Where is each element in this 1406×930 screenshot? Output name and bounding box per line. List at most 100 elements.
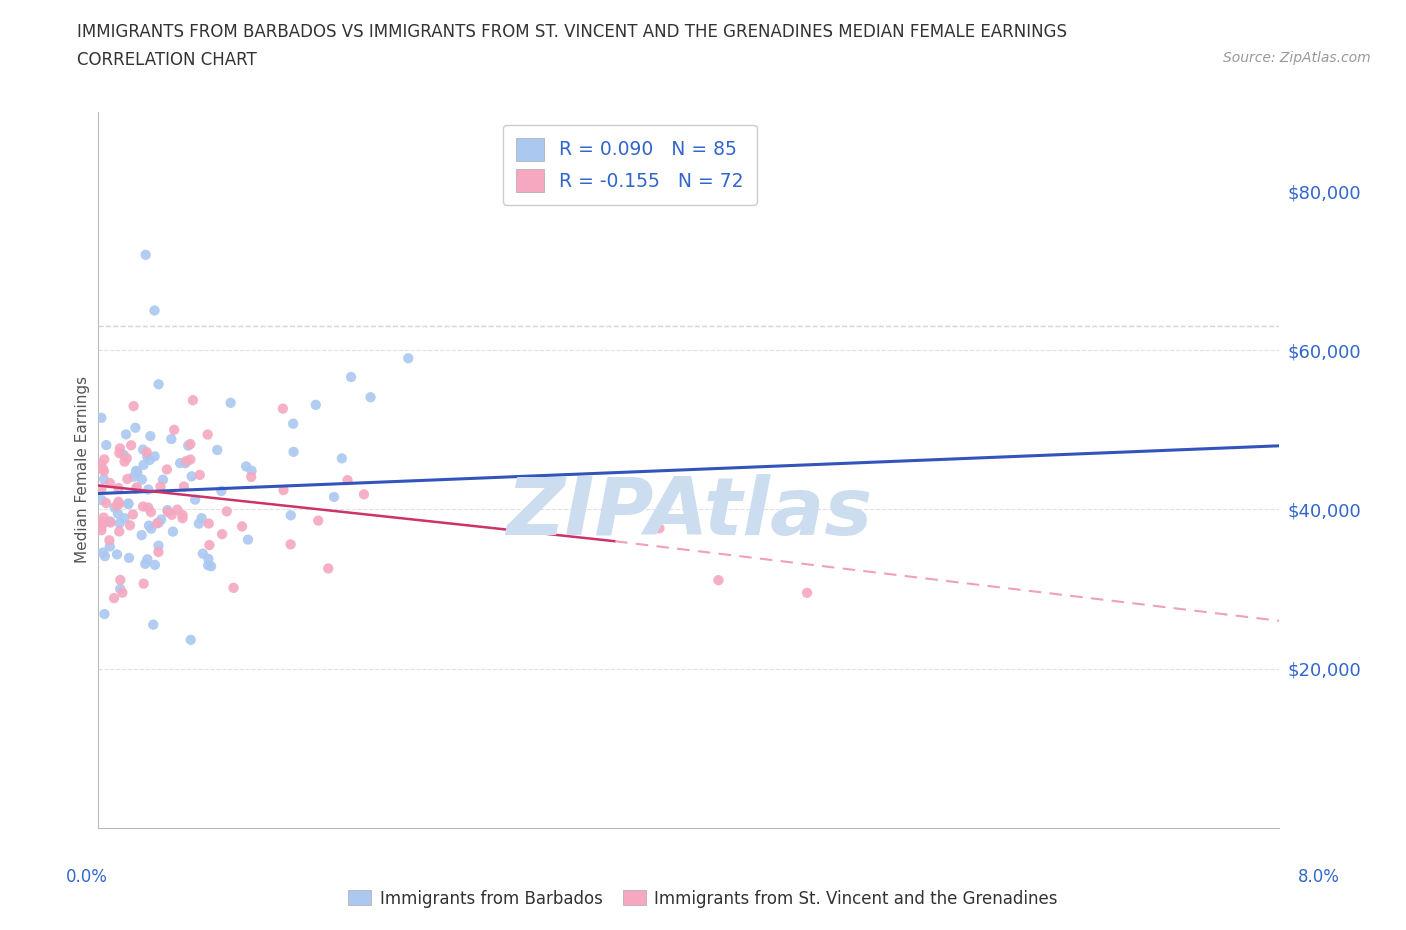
Point — [163, 422, 186, 437]
Point — [231, 519, 253, 534]
Point — [108, 497, 131, 512]
Point — [105, 547, 128, 562]
Point — [135, 445, 157, 459]
Point — [200, 559, 222, 574]
Point — [707, 573, 730, 588]
Point — [207, 443, 229, 458]
Point — [174, 456, 197, 471]
Point — [148, 538, 170, 553]
Point — [187, 516, 209, 531]
Point — [98, 514, 121, 529]
Point — [108, 445, 131, 460]
Point — [132, 442, 155, 457]
Point — [143, 557, 166, 572]
Point — [131, 472, 153, 487]
Point — [305, 397, 328, 412]
Point — [197, 516, 219, 531]
Point — [148, 515, 170, 530]
Legend: R = 0.090   N = 85, R = -0.155   N = 72: R = 0.090 N = 85, R = -0.155 N = 72 — [503, 125, 756, 205]
Point — [122, 470, 145, 485]
Point — [190, 511, 212, 525]
Point — [94, 549, 117, 564]
Point — [796, 585, 818, 600]
Point — [118, 518, 141, 533]
Point — [135, 247, 157, 262]
Point — [98, 533, 121, 548]
Point — [122, 399, 145, 414]
Point — [156, 504, 179, 519]
Point — [174, 454, 197, 469]
Point — [108, 581, 131, 596]
Point — [105, 498, 128, 513]
Point — [271, 401, 294, 416]
Legend: Immigrants from Barbados, Immigrants from St. Vincent and the Grenadines: Immigrants from Barbados, Immigrants fro… — [342, 883, 1064, 914]
Point — [93, 472, 115, 486]
Point — [307, 513, 329, 528]
Point — [152, 472, 174, 487]
Point — [180, 632, 202, 647]
Point — [90, 457, 112, 472]
Point — [148, 545, 170, 560]
Point — [209, 484, 232, 498]
Point — [191, 546, 214, 561]
Point — [114, 511, 136, 525]
Point — [162, 525, 184, 539]
Point — [181, 392, 204, 407]
Point — [197, 551, 219, 566]
Y-axis label: Median Female Earnings: Median Female Earnings — [75, 376, 90, 564]
Point — [100, 515, 122, 530]
Point — [120, 438, 142, 453]
Point — [115, 451, 138, 466]
Point — [107, 495, 129, 510]
Point — [172, 508, 194, 523]
Point — [136, 551, 159, 566]
Point — [93, 464, 115, 479]
Point — [136, 500, 159, 515]
Point — [112, 447, 135, 462]
Point — [125, 481, 148, 496]
Text: ZIPAtlas: ZIPAtlas — [506, 473, 872, 551]
Point — [169, 456, 191, 471]
Point — [139, 522, 162, 537]
Text: 0.0%: 0.0% — [66, 868, 108, 885]
Point — [110, 573, 132, 588]
Point — [136, 449, 159, 464]
Point — [156, 503, 179, 518]
Point — [93, 515, 115, 530]
Point — [93, 511, 115, 525]
Point — [156, 462, 179, 477]
Point — [91, 461, 114, 476]
Point — [103, 591, 125, 605]
Point — [172, 511, 194, 525]
Point — [108, 516, 131, 531]
Point — [107, 506, 129, 521]
Point — [121, 507, 143, 522]
Point — [280, 508, 302, 523]
Point — [648, 521, 671, 536]
Point — [138, 453, 160, 468]
Point — [222, 580, 245, 595]
Point — [118, 551, 141, 565]
Point — [150, 512, 173, 527]
Point — [132, 458, 155, 472]
Point — [177, 438, 200, 453]
Text: IMMIGRANTS FROM BARBADOS VS IMMIGRANTS FROM ST. VINCENT AND THE GRENADINES MEDIA: IMMIGRANTS FROM BARBADOS VS IMMIGRANTS F… — [77, 23, 1067, 41]
Point — [142, 618, 165, 632]
Point — [160, 432, 183, 446]
Point — [316, 561, 339, 576]
Point — [103, 500, 125, 515]
Point — [96, 438, 118, 453]
Point — [131, 527, 153, 542]
Point — [143, 303, 166, 318]
Point — [197, 558, 219, 573]
Point — [330, 451, 353, 466]
Point — [273, 483, 295, 498]
Point — [115, 427, 138, 442]
Point — [173, 479, 195, 494]
Point — [125, 480, 148, 495]
Point — [90, 519, 112, 534]
Point — [283, 445, 305, 459]
Point — [240, 470, 263, 485]
Point — [93, 606, 115, 621]
Point — [117, 497, 139, 512]
